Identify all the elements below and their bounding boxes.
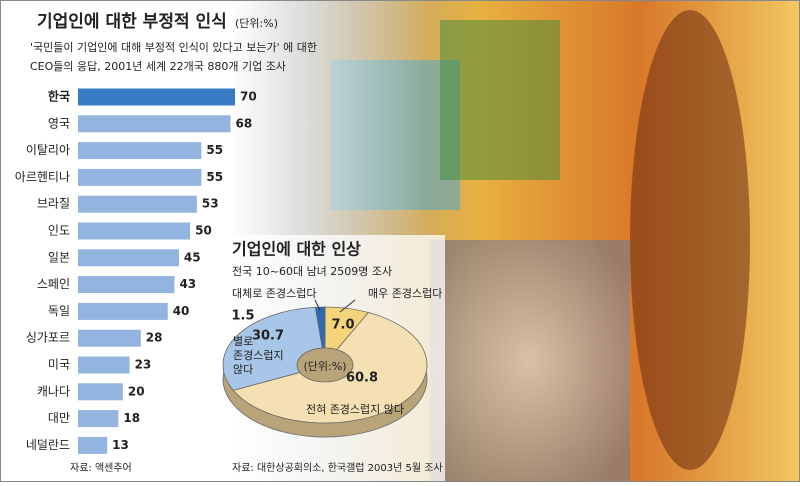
leader-line (314, 299, 321, 311)
charts: 기업인에 대한 부정적 인식 (단위:%) '국민들이 기업인에 대해 부정적 인식… (15, 12, 443, 474)
bar (78, 276, 175, 294)
chart-title: 기업인에 대한 인상 (232, 240, 361, 259)
category-label: 네덜란드 (26, 438, 70, 452)
bar (78, 302, 168, 320)
center-label: (단위:%) (304, 360, 347, 373)
category-label: 미국 (48, 358, 70, 372)
bar (78, 168, 202, 186)
category-label: 대만 (48, 411, 70, 425)
crowd-photo (430, 240, 630, 482)
value-label: 60.8 (346, 371, 378, 386)
donut-slice (232, 312, 428, 424)
donut-slice (222, 306, 323, 391)
value-label: 20 (128, 384, 145, 398)
source: 자료: 액센추어 (70, 462, 132, 474)
value-label: 7.0 (331, 318, 354, 333)
bar (78, 222, 191, 240)
bar (78, 383, 123, 401)
value-label: 13 (112, 438, 129, 452)
value-label: 23 (135, 358, 152, 372)
chart-subtitle: (단위:%) (235, 17, 278, 30)
figure-photo (630, 10, 750, 470)
bar (78, 410, 119, 428)
bar (78, 88, 235, 106)
category-label: 한국 (48, 89, 70, 104)
bar (78, 329, 141, 347)
chart-description: CEO들의 응답, 2001년 세계 22개국 880개 기업 조사 (30, 60, 286, 73)
value-label: 1.5 (231, 309, 254, 324)
category-label: 독일 (48, 304, 70, 318)
category-label: 아르헨티나 (15, 170, 70, 184)
value-label: 45 (184, 250, 201, 264)
category-label: 브라질 (37, 197, 70, 211)
chart-subtitle: 전국 10~60대 남녀 2509명 조사 (232, 265, 392, 278)
bar (78, 115, 231, 133)
category-label: 매우 존경스럽다 (368, 286, 442, 300)
truck-photo (440, 20, 560, 180)
bar (78, 436, 108, 454)
category-label: 전혀 존경스럽지 않다 (306, 402, 404, 416)
chart-description: '국민들이 기업인에 대해 부정적 인식이 있다고 보는가' 에 대한 (30, 40, 317, 54)
panel (0, 0, 230, 482)
category-label: 일본 (48, 250, 70, 264)
bar (78, 142, 202, 160)
category-label: 인도 (48, 224, 70, 238)
value-label: 28 (146, 331, 163, 345)
leader-line (339, 299, 356, 313)
bar (78, 195, 197, 213)
bar (78, 356, 130, 374)
value-label: 53 (202, 197, 219, 211)
value-label: 43 (179, 277, 196, 291)
category-label: 영국 (48, 116, 70, 130)
chart-title: 기업인에 대한 부정적 인식 (37, 12, 227, 32)
source: 자료: 대한상공회의소, 한국갤럽 2003년 5월 조사 (232, 462, 443, 474)
category-label: 스페인 (37, 277, 70, 291)
value-label: 18 (123, 411, 140, 425)
value-label: 55 (206, 170, 223, 184)
category-label: 싱가포르 (26, 331, 70, 345)
category-label: 대체로 존경스럽다 (232, 286, 316, 300)
category-label: 별로 존경스럽지 않다 (233, 335, 284, 376)
value-label: 40 (173, 304, 190, 318)
value-label: 68 (236, 116, 253, 130)
value-label: 55 (206, 143, 223, 157)
category-label: 이탈리아 (26, 143, 70, 157)
bar (78, 249, 179, 267)
value-label: 30.7 (252, 329, 284, 344)
category-label: 캐나다 (37, 384, 70, 398)
value-label: 70 (240, 90, 257, 104)
value-label: 50 (195, 224, 212, 238)
